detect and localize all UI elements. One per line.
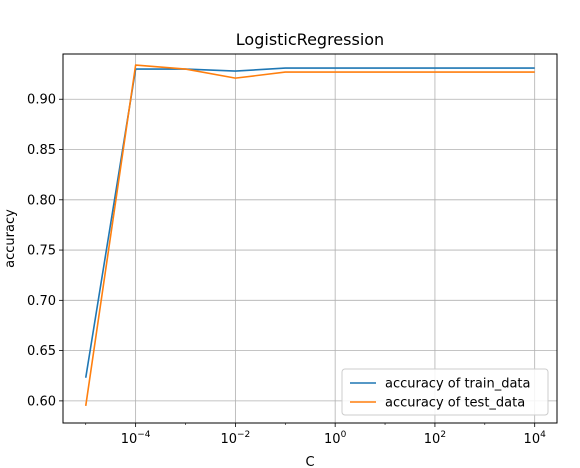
plot-area <box>63 54 557 423</box>
x-tick-exponent: −4 <box>137 430 151 440</box>
y-tick-label: 0.60 <box>27 394 56 409</box>
legend-label: accuracy of test_data <box>385 396 525 411</box>
x-tick-label: 104 <box>524 430 547 447</box>
x-tick-label: 100 <box>324 430 347 447</box>
chart-title: LogisticRegression <box>236 30 384 49</box>
legend-label: accuracy of train_data <box>385 377 531 392</box>
y-tick-label: 0.90 <box>27 93 56 108</box>
x-tick-label: 102 <box>424 430 446 447</box>
grid <box>63 54 557 423</box>
x-tick-exponent: −2 <box>237 430 250 440</box>
x-tick-exponent: 0 <box>341 430 347 440</box>
y-tick-label: 0.85 <box>27 143 56 158</box>
x-tick-label: 10−2 <box>220 430 250 447</box>
x-tick-exponent: 2 <box>440 430 446 440</box>
x-tick-base: 10 <box>121 432 138 447</box>
x-tick-exponent: 4 <box>540 430 546 440</box>
plot-frame <box>62 53 558 424</box>
y-tick-label: 0.75 <box>27 244 56 259</box>
x-axis-label: C <box>305 455 314 468</box>
x-tick-base: 10 <box>524 432 541 447</box>
legend: accuracy of train_data accuracy of test_d… <box>341 368 549 416</box>
y-tick-label: 0.70 <box>27 294 56 309</box>
x-tick-base: 10 <box>424 432 441 447</box>
x-tick-base: 10 <box>324 432 341 447</box>
y-axis-label: accuracy <box>3 209 18 268</box>
series-line-test <box>84 64 535 407</box>
x-tick-base: 10 <box>220 432 237 447</box>
x-tick-label: 10−4 <box>121 430 151 447</box>
y-tick-label: 0.80 <box>27 193 56 208</box>
ticks: 10−4 10−2 100 102 1040.600.650.700.750.800.8… <box>27 93 546 447</box>
series-layer <box>84 64 535 407</box>
legend-box <box>341 368 549 416</box>
series-line-train <box>84 67 535 378</box>
y-tick-label: 0.65 <box>27 344 56 359</box>
